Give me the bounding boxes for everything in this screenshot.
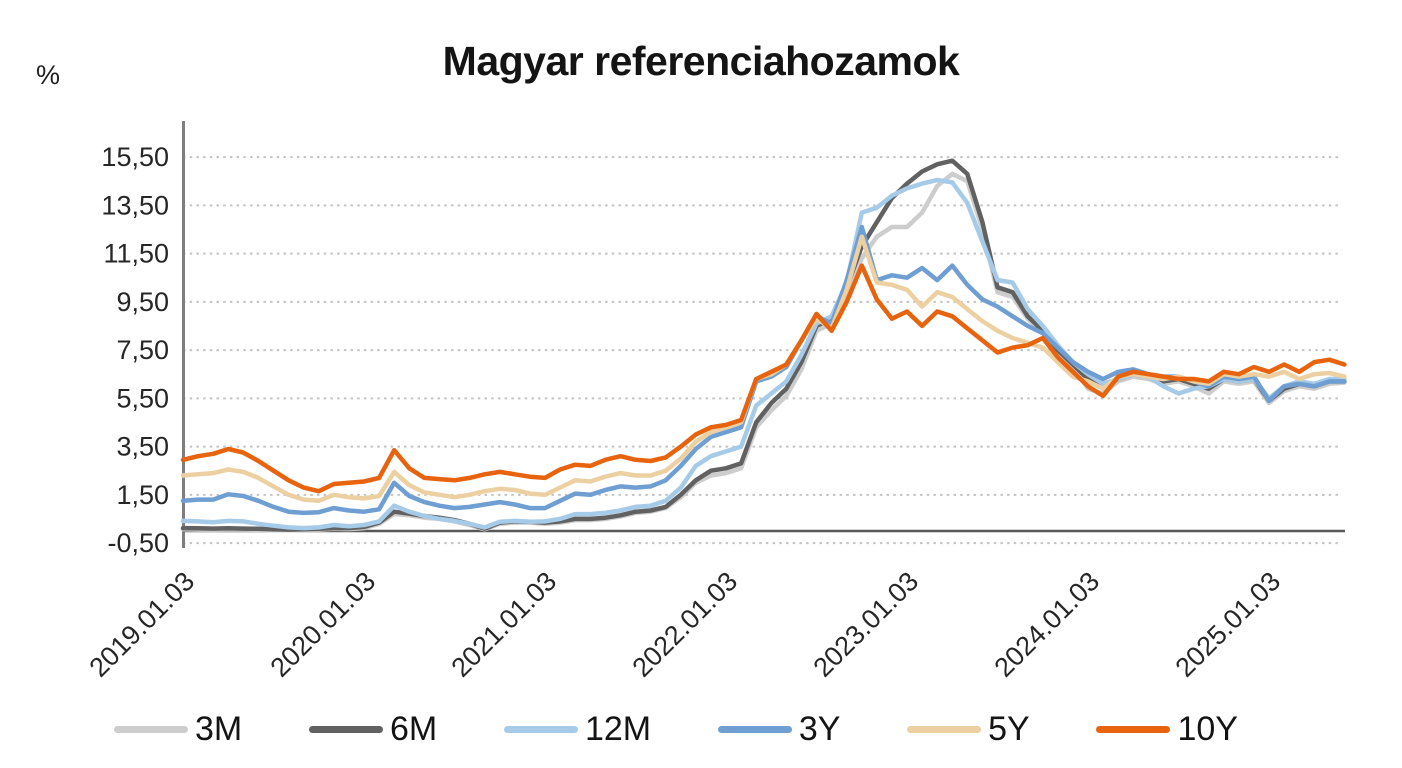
y-tick-label: 7,50	[116, 335, 169, 365]
x-tick-label: 2021.01.03	[445, 566, 562, 683]
legend-label-10Y: 10Y	[1177, 710, 1238, 748]
legend-swatch-3Y	[717, 725, 792, 733]
x-tick-label: 2025.01.03	[1169, 566, 1286, 683]
legend-swatch-12M	[503, 725, 578, 733]
legend-label-3M: 3M	[195, 710, 243, 748]
series-line-3Y	[180, 224, 1347, 516]
x-tick-label: 2023.01.03	[807, 566, 924, 683]
legend-swatch-6M	[308, 725, 383, 733]
legend-label-6M: 6M	[389, 710, 438, 748]
legend-item-3Y: 3Y	[717, 710, 841, 748]
legend-label-3Y: 3Y	[798, 710, 841, 748]
tick-labels: 15,50 13,50 11,50 9,50 7,50 5,50 3,50 1,50 -0,50…	[83, 142, 1286, 683]
chart-legend: 3M 6M 12M 3Y 5Y 10Y	[114, 712, 1238, 746]
legend-swatch-5Y	[907, 725, 982, 733]
x-tick-label: 2019.01.03	[83, 566, 200, 683]
y-tick-label: 5,50	[116, 383, 169, 413]
legend-label-12M: 12M	[584, 710, 652, 748]
legend-item-6M: 6M	[308, 710, 438, 748]
legend-item-3M: 3M	[114, 712, 242, 746]
y-tick-label: 1,50	[116, 480, 169, 510]
series-line-5Y	[180, 234, 1347, 504]
y-tick-label: 13,50	[101, 190, 169, 220]
series-line-10Y	[180, 263, 1347, 494]
gridlines	[183, 156, 1341, 545]
x-tick-label: 2020.01.03	[264, 566, 381, 683]
legend-swatch-10Y	[1096, 725, 1171, 733]
legend-item-5Y: 5Y	[907, 712, 1030, 746]
y-tick-label: 3,50	[116, 432, 169, 462]
legend-swatch-3M	[114, 725, 188, 733]
series-line-3M	[180, 171, 1347, 533]
legend-label-5Y: 5Y	[988, 710, 1030, 748]
y-tick-label: 15,50	[101, 142, 169, 172]
series-line-6M	[180, 158, 1347, 532]
y-tick-label: 9,50	[116, 287, 169, 317]
y-tick-label: 11,50	[103, 239, 169, 269]
y-tick-label: -0,50	[107, 528, 169, 558]
x-tick-label: 2024.01.03	[988, 566, 1105, 683]
legend-item-10Y: 10Y	[1096, 712, 1238, 746]
chart-title: Magyar referenciahozamok	[442, 38, 960, 84]
series-lines	[180, 158, 1347, 533]
y-axis-unit-label: %	[36, 60, 61, 90]
x-tick-label: 2022.01.03	[626, 566, 743, 683]
series-line-12M	[180, 177, 1347, 531]
legend-item-12M: 12M	[503, 710, 652, 748]
